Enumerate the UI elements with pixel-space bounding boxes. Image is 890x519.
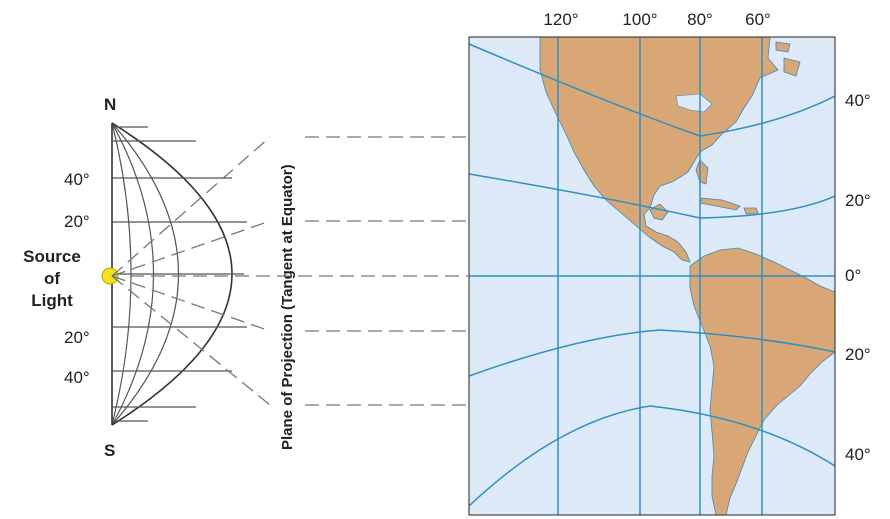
map-frame — [468, 36, 836, 516]
light-source-label-line2: of — [44, 269, 60, 288]
map-lon-label-60: 60° — [745, 10, 771, 29]
island-landmass — [775, 41, 791, 53]
map-lon-label-120: 120° — [543, 10, 578, 29]
light-source-sun — [101, 267, 119, 285]
projected-map: 120° 100° 80° 60° 40° 20° 0° 20° 40° — [468, 10, 871, 516]
map-lat-label-0: 0° — [845, 266, 861, 285]
map-lon-label-80: 80° — [687, 10, 713, 29]
ray-south-20 — [111, 275, 271, 332]
globe-lat-label-20s: 20° — [64, 328, 90, 347]
map-lat-label-20n: 20° — [845, 191, 871, 210]
curve-north-2 — [469, 173, 835, 219]
map-graticule — [469, 37, 835, 515]
globe-lat-label-40n: 40° — [64, 170, 90, 189]
light-source: Source of Light — [23, 247, 119, 310]
globe-lat-label-20n: 20° — [64, 212, 90, 231]
south-pole-label: S — [104, 441, 115, 460]
projection-lines — [130, 136, 468, 406]
hispaniola-landmass — [743, 207, 759, 215]
curve-north-1 — [469, 43, 835, 137]
light-source-label-line3: Light — [31, 291, 73, 310]
map-lat-label-40s: 40° — [845, 445, 871, 464]
light-source-label-line1: Source — [23, 247, 81, 266]
ray-north-40 — [111, 136, 271, 277]
map-lat-label-40n: 40° — [845, 91, 871, 110]
ray-north-20 — [111, 220, 271, 277]
curve-south-2 — [469, 405, 835, 507]
map-lat-label-20s: 20° — [845, 345, 871, 364]
map-lon-label-100: 100° — [622, 10, 657, 29]
ray-south-40 — [111, 275, 271, 406]
globe: N S 40° 20° 20° 40° — [64, 95, 247, 460]
florida-landmass — [695, 159, 709, 185]
newfoundland-landmass — [783, 57, 801, 77]
north-pole-label: N — [104, 95, 116, 114]
projection-rays — [111, 136, 271, 406]
plane-of-projection-label: Plane of Projection (Tangent at Equator) — [279, 164, 296, 450]
globe-lat-label-40s: 40° — [64, 368, 90, 387]
curve-south-1 — [469, 329, 835, 377]
north-america-landmass — [539, 37, 779, 263]
